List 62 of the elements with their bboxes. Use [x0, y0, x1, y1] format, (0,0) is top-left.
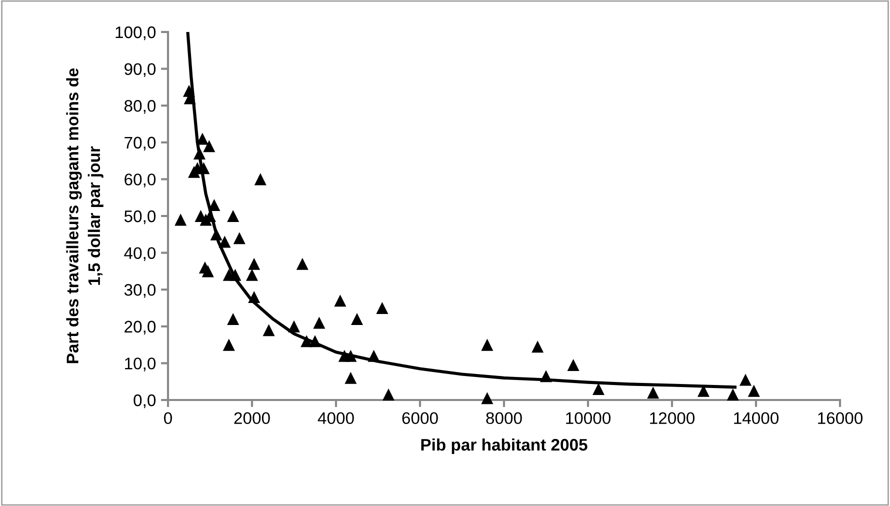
- y-tick-label: 10,0: [125, 358, 156, 372]
- point: [296, 258, 308, 270]
- point: [313, 316, 326, 329]
- point: [229, 268, 242, 281]
- point: [262, 324, 275, 336]
- point: [481, 392, 494, 404]
- y-tick-label: 50,0: [124, 210, 156, 224]
- point: [350, 313, 364, 326]
- y-tick-label: 90,0: [124, 63, 156, 77]
- point: [540, 370, 552, 382]
- point: [334, 294, 346, 307]
- point: [210, 228, 222, 240]
- point: [233, 232, 246, 244]
- y-tick-label: 0,0: [134, 394, 156, 408]
- point: [344, 372, 357, 384]
- point: [647, 386, 660, 399]
- point: [344, 350, 357, 362]
- x-axis-title: Pib par habitant 2005: [421, 438, 588, 454]
- y-tick-label: 80,0: [124, 100, 156, 114]
- y-tick-label: 60,0: [124, 174, 156, 188]
- point: [198, 162, 210, 174]
- point: [222, 338, 235, 351]
- y-axis-title: Part des travailleurs gagant moins de 1,5 dollar par jour: [66, 68, 104, 364]
- point: [726, 388, 739, 400]
- point: [174, 214, 187, 226]
- y-tick-label: 30,0: [124, 284, 156, 298]
- point: [376, 302, 388, 314]
- x-tick-label: 0: [164, 412, 172, 424]
- point: [592, 382, 605, 395]
- x-tick-label: 6000: [402, 412, 438, 424]
- x-tick-label: 8000: [486, 412, 522, 424]
- point: [227, 313, 240, 326]
- point: [203, 140, 216, 152]
- point: [193, 147, 206, 160]
- point: [481, 338, 494, 351]
- point: [254, 173, 266, 186]
- x-tick-label: 14000: [734, 412, 779, 424]
- point: [739, 374, 752, 386]
- point: [208, 198, 220, 211]
- point: [288, 320, 300, 332]
- x-tick-label: 10000: [566, 412, 611, 424]
- point: [227, 210, 240, 222]
- point: [246, 268, 258, 281]
- point: [567, 359, 580, 372]
- point: [368, 350, 380, 362]
- point: [248, 290, 260, 303]
- point: [748, 384, 760, 397]
- point: [697, 384, 710, 397]
- x-tick-label: 16000: [818, 412, 863, 424]
- point: [532, 340, 544, 353]
- y-tick-label: 100,0: [116, 26, 156, 40]
- point: [382, 388, 395, 400]
- y-tick-label: 70,0: [124, 136, 156, 151]
- x-tick-label: 2000: [234, 412, 270, 424]
- y-tick-label: 20,0: [124, 320, 156, 335]
- x-tick-label: 12000: [650, 412, 695, 424]
- x-tick-label: 4000: [318, 412, 354, 424]
- point: [248, 258, 260, 270]
- y-tick-label: 40,0: [124, 247, 156, 261]
- point: [308, 335, 322, 348]
- point: [218, 236, 231, 248]
- point: [202, 265, 214, 278]
